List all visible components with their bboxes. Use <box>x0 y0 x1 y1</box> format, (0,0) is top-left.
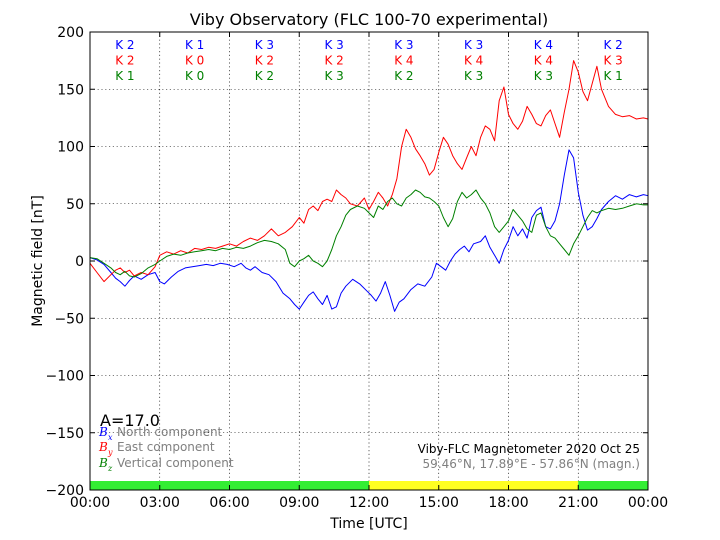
activity-bar-segment <box>369 481 579 490</box>
activity-bar-segment <box>578 481 648 490</box>
a-index-label: A=17.0 <box>100 411 160 430</box>
series-line-north-component <box>89 149 649 312</box>
k-index-label: K 0 <box>185 54 204 68</box>
y-tick-label: 200 <box>57 25 84 41</box>
legend-label: Vertical component <box>117 456 234 470</box>
x-tick-label: 03:00 <box>140 495 180 511</box>
k-index-label: K 3 <box>464 69 483 83</box>
x-tick-label: 00:00 <box>628 495 668 511</box>
y-axis-label: Magnetic field [nT] <box>30 195 46 327</box>
y-tick-label: −100 <box>46 369 84 385</box>
legend-subscript: z <box>107 464 113 473</box>
k-index-label: K 2 <box>324 54 343 68</box>
legend-symbol: B <box>98 425 108 439</box>
k-index-label: K 2 <box>255 54 274 68</box>
k-index-label: K 1 <box>185 38 204 52</box>
k-index-label: K 1 <box>115 69 134 83</box>
chart-title: Viby Observatory (FLC 100-70 experimenta… <box>190 10 549 29</box>
axis-ticks: 00:00 03:00 06:00 09:00 12:00 15:00 18:00 21:00… <box>46 25 669 511</box>
k-index-label: K 3 <box>324 69 343 83</box>
y-tick-label: 50 <box>66 197 84 213</box>
k-index-label: K 4 <box>534 54 553 68</box>
x-axis-label: Time [UTC] <box>329 516 407 532</box>
y-tick-label: 100 <box>57 140 84 156</box>
k-index-label: K 2 <box>115 38 134 52</box>
k-index-label: K 3 <box>394 38 413 52</box>
legend-label: East component <box>117 440 215 454</box>
k-index-label: K 3 <box>255 38 274 52</box>
k-index-label: K 2 <box>394 69 413 83</box>
k-index-label: K 1 <box>603 69 622 83</box>
y-tick-label: −50 <box>54 311 84 327</box>
legend-symbol: B <box>98 456 108 470</box>
station-coordinates: 59.46°N, 17.89°E - 57.86°N (magn.) <box>423 457 640 471</box>
grid <box>90 32 648 490</box>
legend-symbol: B <box>98 440 108 454</box>
x-tick-label: 18:00 <box>488 495 528 511</box>
x-tick-label: 15:00 <box>419 495 459 511</box>
k-index-label: K 3 <box>464 38 483 52</box>
y-tick-label: −150 <box>46 426 84 442</box>
legend-subscript: y <box>107 448 113 457</box>
k-index-label: K 0 <box>185 69 204 83</box>
legend-item-east: B y East component <box>98 440 215 457</box>
k-index-label: K 2 <box>115 54 134 68</box>
k-index-label: K 4 <box>534 38 553 52</box>
series-line-east-component <box>89 60 649 283</box>
legend: B x North component B y East component B… <box>98 425 234 473</box>
k-index-label: K 4 <box>464 54 483 68</box>
legend-subscript: x <box>108 433 113 442</box>
y-tick-label: 150 <box>57 82 84 98</box>
x-tick-label: 12:00 <box>349 495 389 511</box>
series-line-vertical-component <box>89 189 648 278</box>
series-lines <box>89 60 649 312</box>
legend-item-vertical: B z Vertical component <box>98 456 234 473</box>
y-tick-label: 0 <box>75 254 84 270</box>
y-tick-label: −200 <box>46 483 84 499</box>
x-tick-label: 00:00 <box>70 495 110 511</box>
x-tick-label: 21:00 <box>558 495 598 511</box>
instrument-info: Viby-FLC Magnetometer 2020 Oct 25 <box>418 442 640 456</box>
x-tick-label: 06:00 <box>209 495 249 511</box>
x-tick-label: 09:00 <box>279 495 319 511</box>
k-index-label: K 2 <box>603 38 622 52</box>
k-index-label: K 2 <box>255 69 274 83</box>
k-index-label: K 3 <box>534 69 553 83</box>
k-index-label: K 3 <box>603 54 622 68</box>
legend-label: North component <box>117 425 223 439</box>
k-index-label: K 3 <box>324 38 343 52</box>
legend-item-north: B x North component <box>98 425 223 442</box>
k-index-label: K 4 <box>394 54 413 68</box>
